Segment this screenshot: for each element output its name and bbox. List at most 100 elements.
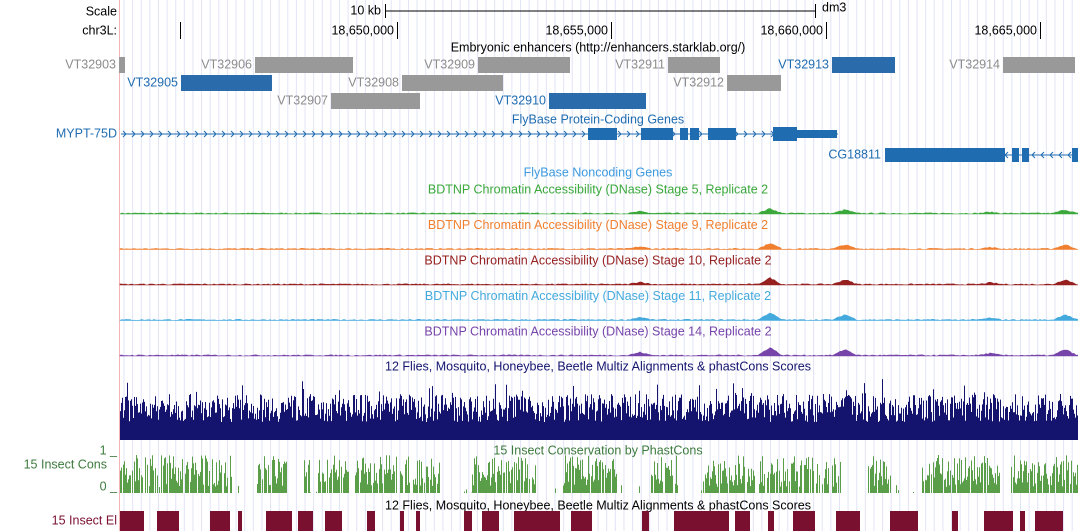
position-label: 18,650,000 bbox=[331, 23, 394, 37]
strand-arrow bbox=[194, 130, 199, 138]
strand-arrow bbox=[230, 130, 235, 138]
chrom-label: chr3L: bbox=[82, 23, 117, 37]
track-title: 15 Insect Conservation by PhastCons bbox=[493, 443, 702, 457]
strand-arrow bbox=[311, 130, 316, 138]
strand-arrow bbox=[491, 130, 496, 138]
gene-label: MYPT-75D bbox=[56, 126, 117, 140]
strand-arrow bbox=[302, 130, 307, 138]
exon bbox=[797, 130, 837, 138]
strand-arrow bbox=[536, 130, 541, 138]
enhancer-label: VT32910 bbox=[495, 93, 546, 107]
axis-label: 0 _ bbox=[100, 479, 118, 493]
position-label: 18,665,000 bbox=[974, 23, 1037, 37]
strand-arrow bbox=[635, 130, 640, 138]
enhancer-label: VT32906 bbox=[201, 57, 252, 71]
element-block bbox=[120, 511, 1063, 531]
side-label: 15 Insect Cons bbox=[24, 457, 107, 471]
strand-arrow bbox=[266, 130, 271, 138]
side-label: 15 Insect El bbox=[52, 513, 117, 527]
strand-arrow bbox=[275, 130, 280, 138]
track-title: Embryonic enhancers (http://enhancers.st… bbox=[451, 40, 746, 54]
strand-arrow bbox=[1031, 151, 1036, 159]
assembly: dm3 bbox=[822, 0, 846, 14]
scale-label: Scale bbox=[86, 4, 117, 18]
enhancer-label: VT32914 bbox=[949, 57, 1000, 71]
strand-arrow bbox=[581, 130, 586, 138]
strand-arrow bbox=[185, 130, 190, 138]
gene-label: CG18811 bbox=[828, 147, 881, 161]
strand-arrow bbox=[410, 130, 415, 138]
strand-arrow bbox=[347, 130, 352, 138]
strand-arrow bbox=[356, 130, 361, 138]
enhancer-label: VT32912 bbox=[673, 75, 724, 89]
enhancer-label: VT32903 bbox=[65, 57, 116, 71]
strand-arrow bbox=[509, 130, 514, 138]
exon bbox=[773, 127, 797, 141]
strand-arrow bbox=[446, 130, 451, 138]
dnase-signal bbox=[119, 312, 1078, 321]
strand-arrow bbox=[1040, 151, 1045, 159]
enhancer-label: VT32913 bbox=[778, 57, 829, 71]
strand-arrow bbox=[248, 130, 253, 138]
strand-arrow bbox=[131, 130, 136, 138]
enhancer bbox=[331, 93, 420, 109]
exon bbox=[680, 128, 688, 140]
exon bbox=[1012, 148, 1019, 162]
track-title: BDTNP Chromatin Accessibility (DNase) St… bbox=[424, 324, 771, 338]
strand-arrow bbox=[365, 130, 370, 138]
enhancer bbox=[181, 75, 272, 91]
enhancer-label: VT32905 bbox=[127, 75, 178, 89]
track-title: BDTNP Chromatin Accessibility (DNase) St… bbox=[428, 218, 768, 232]
strand-arrow bbox=[212, 130, 217, 138]
dnase-signal bbox=[119, 243, 1078, 250]
strand-arrow bbox=[284, 130, 289, 138]
strand-arrow bbox=[374, 130, 379, 138]
enhancer bbox=[668, 57, 720, 73]
strand-arrow bbox=[293, 130, 298, 138]
exon bbox=[690, 128, 699, 140]
strand-arrow bbox=[527, 130, 532, 138]
strand-arrow bbox=[761, 130, 766, 138]
position-label: 18,655,000 bbox=[545, 23, 608, 37]
strand-arrow bbox=[545, 130, 550, 138]
strand-arrow bbox=[617, 130, 622, 138]
strand-arrow bbox=[149, 130, 154, 138]
strand-arrow bbox=[473, 130, 478, 138]
strand-arrow bbox=[257, 130, 262, 138]
dnase-signal bbox=[119, 347, 1078, 357]
track-title: FlyBase Noncoding Genes bbox=[524, 165, 673, 179]
strand-arrow bbox=[626, 130, 631, 138]
multiz-signal bbox=[120, 379, 1078, 440]
strand-arrow bbox=[383, 130, 388, 138]
enhancer-label: VT32907 bbox=[277, 93, 328, 107]
enhancer bbox=[549, 93, 646, 109]
enhancer bbox=[402, 75, 503, 91]
strand-arrow bbox=[752, 130, 757, 138]
conservation-signal bbox=[120, 455, 1078, 493]
dnase-signal bbox=[119, 208, 1078, 215]
enhancer bbox=[832, 57, 895, 73]
strand-arrow bbox=[554, 130, 559, 138]
strand-arrow bbox=[743, 130, 748, 138]
strand-arrow bbox=[455, 130, 460, 138]
track-title: BDTNP Chromatin Accessibility (DNase) St… bbox=[424, 253, 771, 267]
exon bbox=[708, 128, 736, 140]
track-title: FlyBase Protein-Coding Genes bbox=[512, 112, 684, 126]
strand-arrow bbox=[122, 130, 127, 138]
strand-arrow bbox=[158, 130, 163, 138]
enhancer bbox=[727, 75, 781, 91]
strand-arrow bbox=[401, 130, 406, 138]
strand-arrow bbox=[203, 130, 208, 138]
exon bbox=[1022, 148, 1029, 162]
enhancer bbox=[119, 57, 125, 73]
enhancer-label: VT32911 bbox=[615, 57, 665, 71]
track-title: BDTNP Chromatin Accessibility (DNase) St… bbox=[428, 182, 768, 196]
axis-label: 1 _ bbox=[100, 443, 118, 457]
strand-arrow bbox=[1049, 151, 1054, 159]
strand-arrow bbox=[140, 130, 145, 138]
strand-arrow bbox=[1067, 151, 1072, 159]
strand-arrow bbox=[221, 130, 226, 138]
scale-value: 10 kb bbox=[350, 3, 381, 17]
enhancer bbox=[1003, 57, 1075, 73]
